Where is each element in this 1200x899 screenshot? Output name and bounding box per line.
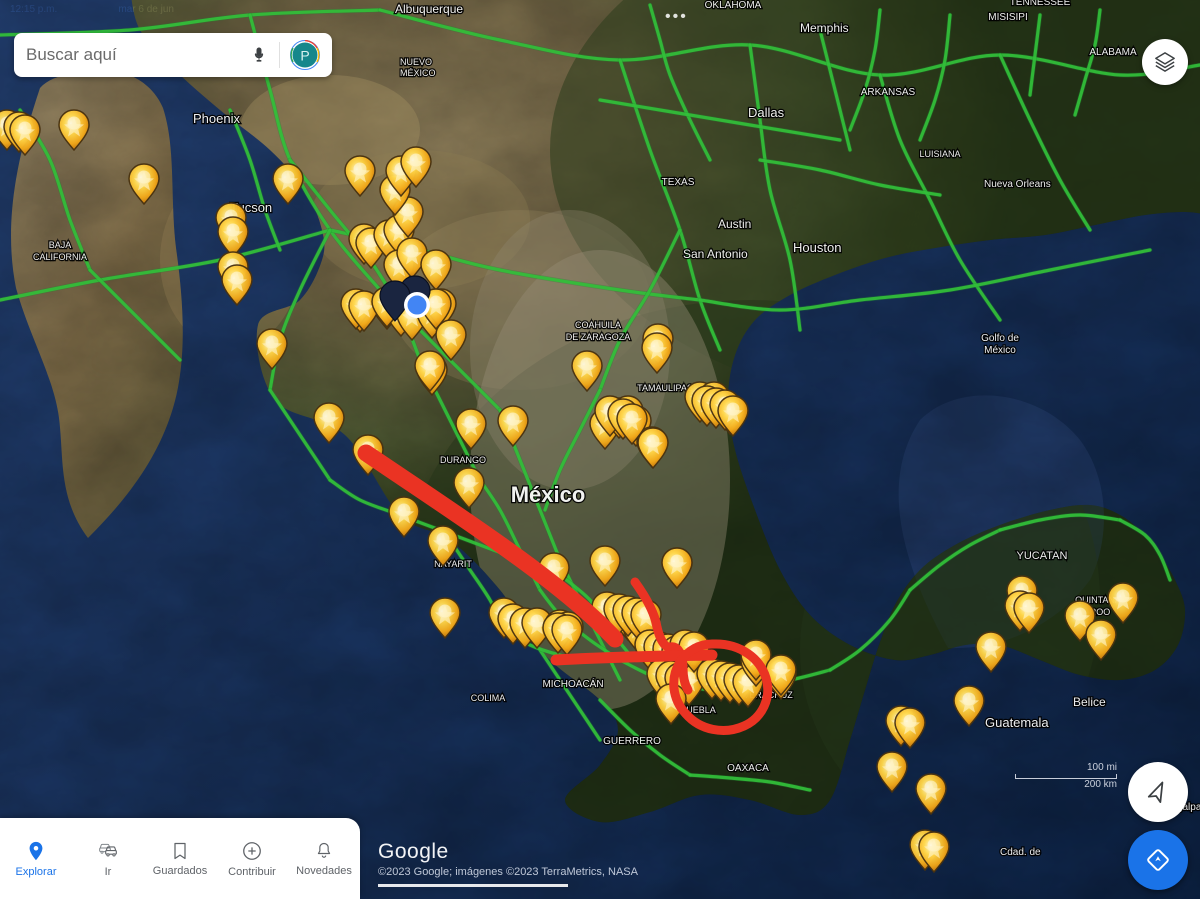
svg-text:México: México <box>511 482 586 507</box>
svg-text:TAMAULIPAS: TAMAULIPAS <box>637 383 693 393</box>
svg-text:NUEVO: NUEVO <box>400 57 432 67</box>
svg-text:México: México <box>984 345 1016 356</box>
svg-text:Cdad. de: Cdad. de <box>1000 847 1041 858</box>
svg-text:Phoenix: Phoenix <box>193 111 240 126</box>
svg-text:Golfo de: Golfo de <box>981 333 1019 344</box>
svg-text:DE ZARAGOZA: DE ZARAGOZA <box>566 332 631 342</box>
svg-text:Guatemala: Guatemala <box>985 715 1049 730</box>
svg-text:MÉXICO: MÉXICO <box>400 68 436 78</box>
svg-text:MICHOACÁN: MICHOACÁN <box>542 677 603 690</box>
svg-text:DURANGO: DURANGO <box>440 455 486 465</box>
svg-text:P: P <box>300 48 309 64</box>
svg-text:TEXAS: TEXAS <box>662 177 695 188</box>
svg-text:ARKANSAS: ARKANSAS <box>861 87 916 98</box>
svg-text:Houston: Houston <box>793 240 841 255</box>
svg-text:GUERRERO: GUERRERO <box>603 736 661 747</box>
svg-text:YUCATAN: YUCATAN <box>1017 550 1068 562</box>
svg-text:BAJA: BAJA <box>49 240 72 250</box>
svg-text:OAXACA: OAXACA <box>727 763 769 774</box>
svg-text:LUISIANA: LUISIANA <box>919 149 960 159</box>
svg-text:Austin: Austin <box>718 217 751 231</box>
svg-text:Dallas: Dallas <box>748 105 785 120</box>
svg-text:Belice: Belice <box>1073 695 1106 709</box>
svg-text:COLIMA: COLIMA <box>471 693 506 703</box>
svg-text:CALIFORNIA: CALIFORNIA <box>33 252 87 262</box>
svg-text:COAHUILA: COAHUILA <box>575 320 621 330</box>
svg-text:Memphis: Memphis <box>800 21 849 35</box>
svg-text:Nueva Orleans: Nueva Orleans <box>984 179 1051 190</box>
svg-text:San Antonio: San Antonio <box>683 247 748 261</box>
svg-text:ALABAMA: ALABAMA <box>1089 47 1137 58</box>
